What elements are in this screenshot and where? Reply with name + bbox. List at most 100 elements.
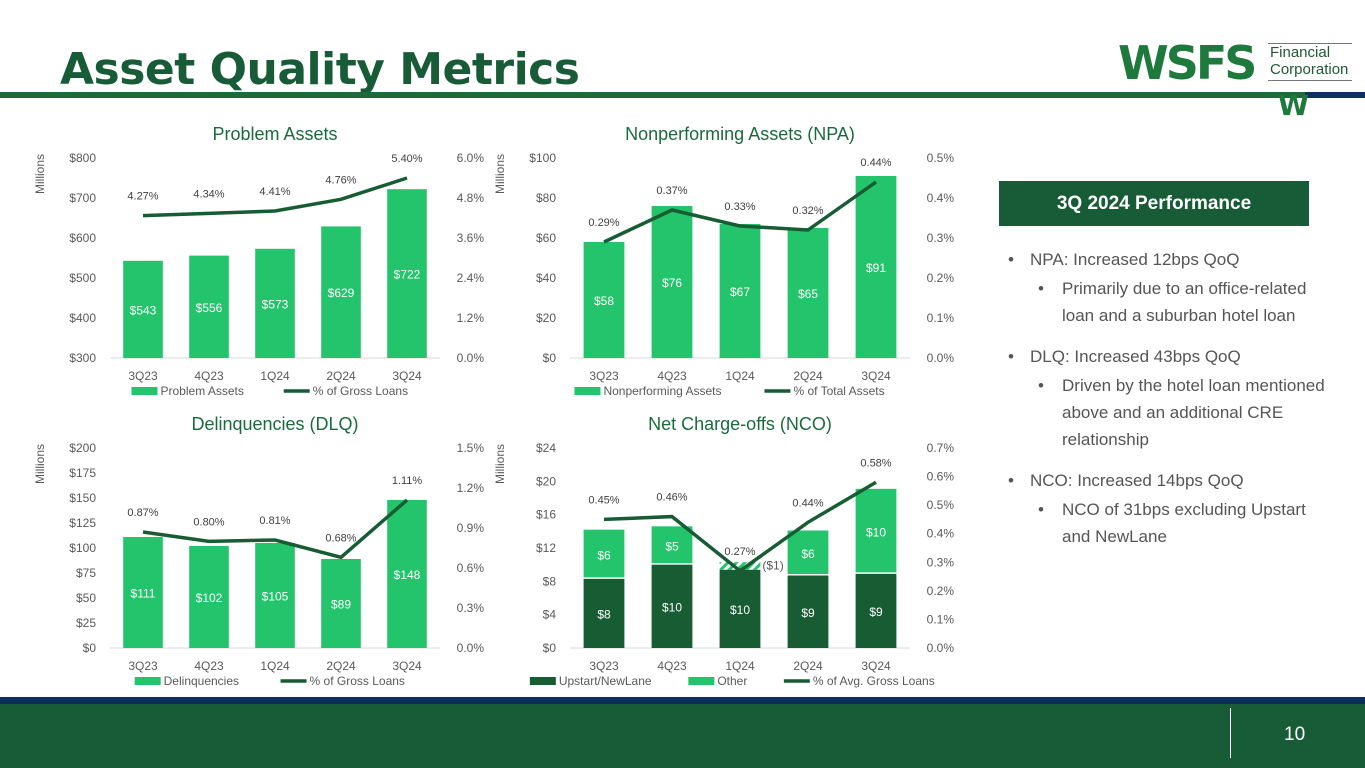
y-tick-label: $500 — [69, 271, 96, 285]
line-data-label: 4.27% — [127, 191, 158, 203]
line-series — [603, 480, 877, 574]
line-data-label: 0.27% — [724, 546, 755, 558]
bar-data-label: $91 — [866, 261, 886, 275]
y-tick-label: $40 — [536, 271, 556, 285]
bar-segment-other — [583, 529, 625, 578]
sub-bullet-dlq: Driven by the hotel loan mentioned above… — [1008, 372, 1328, 453]
bar — [123, 260, 163, 358]
line-data-label: 0.45% — [588, 494, 619, 506]
y-axis-label: Millions — [33, 154, 47, 194]
x-tick-label: 1Q24 — [260, 369, 290, 383]
chart-dlq: Delinquencies (DLQ) Millions $0 $25 $50 $75 $1… — [33, 414, 485, 688]
legend-label: Delinquencies — [164, 674, 239, 688]
y-axis-label: Millions — [33, 444, 47, 484]
x-tick-label: 2Q24 — [793, 659, 823, 673]
x-tick-label: 3Q23 — [128, 369, 158, 383]
line-series — [142, 498, 409, 560]
line-data-label: 0.68% — [325, 532, 356, 544]
y-tick-label: $700 — [69, 191, 96, 205]
y2-tick-label: 0.0% — [927, 641, 955, 655]
logo-line1: Financial — [1270, 44, 1331, 61]
x-tick-label: 3Q23 — [589, 659, 619, 673]
y-tick-label: $300 — [69, 351, 96, 365]
x-tick-label: 4Q23 — [657, 659, 687, 673]
page-number: 10 — [1284, 724, 1306, 745]
y2-tick-label: 0.2% — [927, 271, 955, 285]
bar-data-label: $102 — [196, 591, 223, 605]
bar — [255, 543, 295, 648]
y2-tick-label: 1.2% — [457, 481, 485, 495]
bar-data-label: $543 — [130, 303, 157, 317]
x-tick-label: 1Q24 — [725, 369, 755, 383]
chart-npa: Nonperforming Assets (NPA) Millions $0 $20 $… — [493, 124, 955, 398]
y-tick-label: $20 — [536, 311, 556, 325]
y2-tick-label: 0.4% — [927, 527, 955, 541]
wsfs-logo: WSFS Financial Corporation W — [1118, 40, 1358, 120]
y2-tick-label: 0.1% — [927, 311, 955, 325]
y-tick-label: $800 — [69, 151, 96, 165]
bar-segment-upstart-newlane — [787, 575, 829, 648]
y-tick-label: $12 — [536, 541, 556, 555]
y-tick-label: $60 — [536, 231, 556, 245]
chart-title: Problem Assets — [212, 124, 337, 144]
y-tick-label: $0 — [543, 351, 557, 365]
x-tick-label: 1Q24 — [260, 659, 290, 673]
footer-accent — [0, 697, 1365, 704]
bar-data-label: $76 — [662, 276, 682, 290]
x-tick-label: 3Q24 — [392, 369, 422, 383]
y2-tick-label: 4.8% — [457, 191, 485, 205]
y-tick-label: $0 — [543, 641, 557, 655]
chart-nco: Net Charge-offs (NCO) Millions $0 $4 $8 $12 $1… — [493, 414, 955, 688]
x-tick-label: 2Q24 — [793, 369, 823, 383]
chart-title: Net Charge-offs (NCO) — [648, 414, 832, 434]
x-tick-label: 2Q24 — [326, 369, 356, 383]
y-tick-label: $100 — [529, 151, 556, 165]
bar — [189, 546, 229, 648]
bar-data-label: $629 — [328, 286, 355, 300]
footer-bar — [0, 704, 1365, 768]
sub-bullet-npa: Primarily due to an office-related loan … — [1008, 275, 1328, 329]
logo-subtitle: Financial Corporation — [1270, 44, 1348, 78]
x-tick-label: 4Q23 — [657, 369, 687, 383]
y-tick-label: $20 — [536, 474, 556, 488]
performance-bullets: NPA: Increased 12bps QoQ Primarily due t… — [1008, 246, 1328, 550]
bullet-nco: NCO: Increased 14bps QoQ — [1008, 467, 1328, 494]
bar-segment-upstart-newlane — [651, 564, 693, 648]
bullet-dlq: DLQ: Increased 43bps QoQ — [1008, 343, 1328, 370]
y-tick-label: $8 — [543, 574, 557, 588]
bar-data-label: $10 — [866, 525, 886, 539]
bar-data-label: $722 — [394, 268, 421, 282]
bar-data-label: $111 — [131, 587, 156, 601]
legend-label: Other — [717, 674, 747, 688]
legend-label: Problem Assets — [161, 384, 244, 398]
chart-title: Delinquencies (DLQ) — [191, 414, 358, 434]
line-data-label: 0.46% — [656, 492, 687, 504]
line-data-label: 0.80% — [193, 516, 224, 528]
x-tick-label: 4Q23 — [194, 369, 224, 383]
bar-data-label: $89 — [331, 598, 351, 612]
logo-w-emblem: W — [1278, 89, 1309, 122]
line-data-label: 0.81% — [259, 515, 290, 527]
y2-tick-label: 0.3% — [927, 555, 955, 569]
y-tick-label: $0 — [83, 641, 97, 655]
bar-data-label: $65 — [798, 287, 818, 301]
bar-data-label: $6 — [801, 547, 815, 561]
y-tick-label: $125 — [69, 516, 96, 530]
line-data-label: 4.76% — [325, 174, 356, 186]
y-tick-label: $80 — [536, 191, 556, 205]
bar-segment-upstart-newlane — [583, 578, 625, 648]
legend-swatch — [134, 677, 161, 685]
bar-data-label: $67 — [730, 285, 750, 299]
y2-tick-label: 1.2% — [457, 311, 485, 325]
line-data-label: 4.34% — [193, 188, 224, 200]
bar — [855, 176, 897, 358]
line-data-label: 0.44% — [792, 497, 823, 509]
bar — [651, 206, 693, 358]
y2-tick-label: 0.3% — [457, 601, 485, 615]
bar-data-label: $9 — [869, 605, 883, 619]
y2-tick-label: 0.0% — [927, 351, 955, 365]
bar — [583, 242, 625, 358]
line-series — [603, 180, 878, 244]
legend-label: % of Total Assets — [793, 384, 884, 398]
y-tick-label: $16 — [536, 508, 556, 522]
